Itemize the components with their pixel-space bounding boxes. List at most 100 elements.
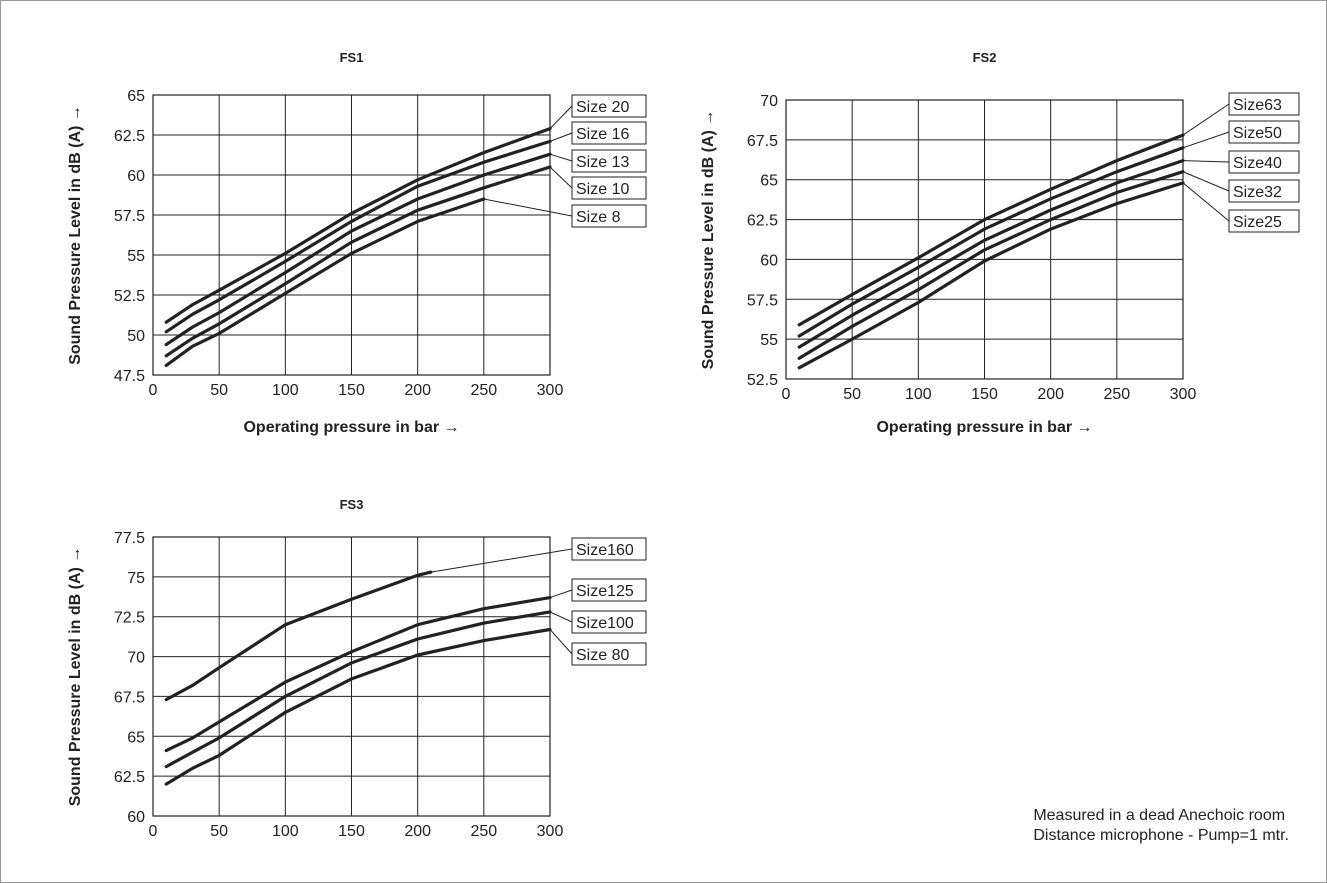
series-line (164, 165, 552, 358)
leader-line (549, 105, 573, 129)
y-tick-label: 55 (760, 332, 778, 349)
chart-fs2: FS2 0 50 100 150 200 250 300 52.5 55 57.5 60 62.5 65 6… (700, 50, 1300, 436)
series-label: Size 80 (576, 647, 629, 664)
series-label-box (571, 610, 647, 634)
x-tick-label: 0 (149, 823, 158, 840)
x-axis-label: Operating pressure in bar → (243, 419, 459, 436)
y-tick-label: 57.5 (747, 292, 778, 309)
series-label-box (1228, 120, 1300, 144)
chart-title: FS2 (973, 50, 997, 65)
y-tick-label: 62.5 (114, 769, 145, 786)
leader-line (1182, 182, 1230, 222)
x-tick-label: 150 (971, 386, 998, 403)
y-tick-label: 65 (127, 729, 145, 746)
leader-line (1182, 171, 1230, 192)
x-tick-label: 50 (843, 386, 861, 403)
series-label: Size 13 (576, 154, 629, 171)
y-axis-label: Sound Pressure Level in dB (A) → (700, 110, 717, 370)
chart-fs3: FS3 0 50 100 150 200 250 300 60 62.5 65 67.5 70 72.5 7… (67, 497, 647, 840)
chart-title: FS3 (340, 497, 364, 512)
series-label: Size 20 (576, 99, 629, 116)
x-tick-label: 100 (905, 386, 932, 403)
y-tick-label: 60 (127, 168, 145, 185)
series-line (797, 170, 1185, 360)
series-line (164, 595, 552, 753)
leader-line (483, 198, 573, 217)
y-tick-label: 62.5 (747, 213, 778, 230)
series-label: Size 8 (576, 209, 621, 226)
x-tick-label: 200 (404, 823, 431, 840)
y-tick-label: 77.5 (114, 530, 145, 547)
y-tick-label: 57.5 (114, 208, 145, 225)
y-axis-label: Sound Pressure Level in dB (A) → (67, 547, 84, 807)
series-line (797, 159, 1185, 349)
x-axis-label: Operating pressure in bar → (876, 419, 1092, 436)
series-line (164, 127, 552, 324)
series-label: Size63 (1233, 97, 1282, 114)
note-line-1: Measured in a dead Anechoic room (1033, 807, 1286, 824)
series-label-box (1228, 209, 1300, 233)
series-label: Size 10 (576, 181, 629, 198)
series-label: Size32 (1233, 184, 1282, 201)
leader-line (549, 589, 573, 599)
series-label-box (571, 176, 647, 200)
series-label: Size100 (576, 615, 634, 632)
y-tick-label: 67.5 (114, 689, 145, 706)
x-tick-label: 150 (338, 382, 365, 399)
series-line (797, 181, 1185, 370)
x-tick-label: 250 (470, 823, 497, 840)
x-tick-label: 200 (404, 382, 431, 399)
series-line (164, 570, 433, 702)
series-label-box (1228, 150, 1300, 174)
leader-line (1182, 103, 1230, 136)
y-tick-label: 70 (127, 650, 145, 667)
plot-area (785, 99, 1184, 380)
chart-fs1: FS1 0 50 100 150 200 250 300 47.5 50 52.5 55 57.5 60 6… (67, 50, 647, 436)
x-tick-label: 100 (272, 382, 299, 399)
series-line (164, 152, 552, 347)
y-tick-label: 60 (760, 252, 778, 269)
y-tick-label: 50 (127, 328, 145, 345)
leader-line (549, 611, 573, 623)
x-tick-label: 200 (1037, 386, 1064, 403)
series-line (797, 133, 1185, 327)
series-label-box (571, 149, 647, 173)
leader-line (430, 548, 573, 573)
series-label-box (571, 642, 647, 666)
series-line (164, 197, 486, 367)
x-tick-label: 50 (210, 823, 228, 840)
series-line (164, 627, 552, 786)
leader-line (1182, 160, 1230, 163)
note-line-2: Distance microphone - Pump=1 mtr. (1033, 827, 1289, 844)
y-tick-label: 60 (127, 809, 145, 826)
series-label-box (571, 537, 647, 561)
series-line (164, 139, 552, 334)
leader-line (549, 153, 573, 162)
x-tick-label: 300 (537, 823, 564, 840)
series-label-box (571, 204, 647, 228)
series-label: Size50 (1233, 125, 1282, 142)
x-tick-label: 300 (537, 382, 564, 399)
leader-line (1182, 131, 1230, 149)
y-tick-label: 70 (760, 93, 778, 110)
y-tick-label: 62.5 (114, 128, 145, 145)
leader-line (549, 629, 573, 655)
series-label-box (571, 121, 647, 145)
y-tick-label: 55 (127, 248, 145, 265)
y-tick-label: 52.5 (747, 372, 778, 389)
plot-area (152, 94, 551, 376)
chart-title: FS1 (340, 50, 364, 65)
series-label-box (571, 94, 647, 118)
leader-line (549, 166, 573, 189)
y-tick-label: 52.5 (114, 288, 145, 305)
y-axis-label: Sound Pressure Level in dB (A) → (67, 105, 84, 365)
x-tick-label: 300 (1170, 386, 1197, 403)
series-line (164, 610, 552, 769)
series-line (797, 146, 1185, 338)
y-tick-label: 75 (127, 570, 145, 587)
measurement-note: Measured in a dead Anechoic room Distanc… (1033, 806, 1289, 846)
x-tick-label: 100 (272, 823, 299, 840)
series-label-box (571, 578, 647, 602)
series-label-box (1228, 179, 1300, 203)
